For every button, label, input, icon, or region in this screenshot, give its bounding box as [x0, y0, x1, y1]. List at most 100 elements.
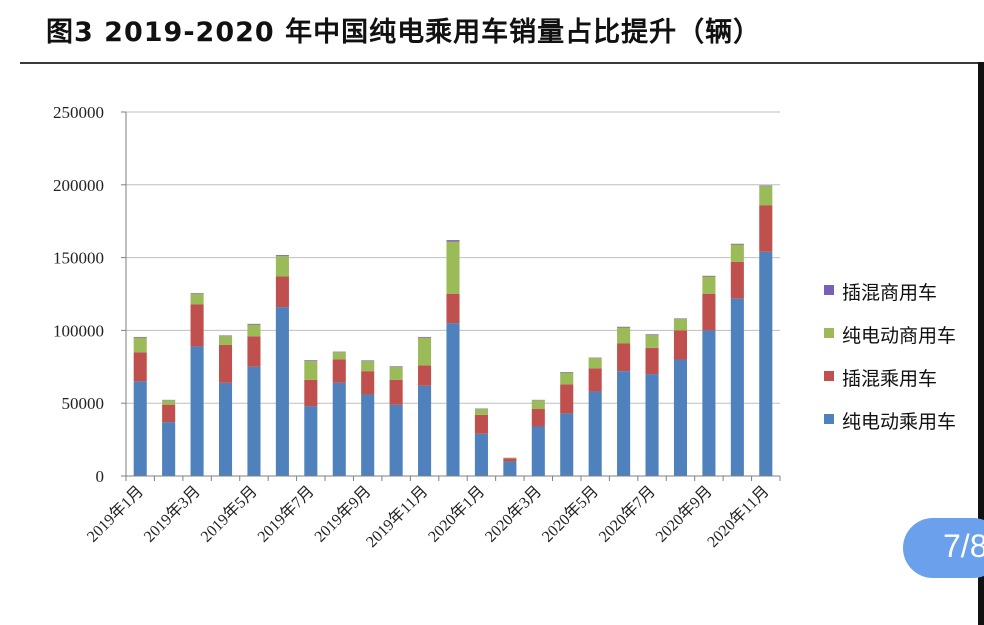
bar-bev-passenger [673, 359, 688, 476]
y-tick-label: 50000 [62, 394, 105, 413]
bar-phev-commercial [332, 351, 346, 353]
bar-phev-passenger [247, 336, 261, 367]
bar-phev-passenger [218, 344, 233, 383]
bar-bev-commercial [759, 186, 773, 206]
bar-phev-passenger [304, 379, 318, 407]
bar-bev-passenger [560, 413, 574, 476]
bar-bev-commercial [162, 400, 176, 405]
bar-phev-commercial [418, 336, 432, 338]
bar-bev-passenger [503, 461, 517, 476]
y-tick-label: 0 [96, 467, 105, 486]
x-tick-label: 2020年11月 [704, 482, 773, 551]
bar-phev-passenger [531, 409, 545, 427]
bar-phev-passenger [503, 458, 517, 462]
bar-phev-commercial [361, 360, 375, 361]
bar-phev-passenger [474, 414, 488, 434]
x-tick-labels: 2019年1月2019年3月2019年5月2019年7月2019年9月2019年… [83, 482, 772, 551]
bar-bev-passenger [218, 382, 233, 476]
bar-bev-commercial [218, 336, 233, 345]
bar-phev-passenger [389, 379, 403, 405]
x-tick-label: 2020年7月 [595, 482, 659, 546]
y-tick-label: 150000 [53, 249, 104, 268]
legend-swatch-phev-commercial [824, 285, 834, 295]
bar-phev-commercial [389, 366, 403, 367]
page-indicator-badge[interactable]: 7/8 [903, 518, 984, 578]
legend-label-phev-commercial: 插混商用车 [842, 282, 938, 304]
bar-phev-commercial [190, 293, 204, 294]
bar-phev-passenger [190, 304, 204, 347]
bar-phev-commercial [446, 240, 460, 242]
bar-bev-passenger [730, 298, 744, 476]
x-tick-label: 2019年1月 [83, 482, 147, 546]
y-tick-labels: 0 50000 100000 150000 200000 250000 [53, 103, 104, 486]
bar-phev-passenger [418, 365, 432, 386]
bar-bev-commercial [588, 358, 602, 369]
bar-phev-commercial [133, 336, 147, 338]
bar-bev-passenger [759, 251, 773, 476]
bar-bev-commercial [133, 337, 147, 353]
bars [133, 185, 773, 476]
bar-phev-passenger [446, 294, 460, 324]
x-tick-label: 2020年3月 [481, 482, 545, 546]
x-tick-label: 2020年5月 [538, 482, 602, 546]
bar-bev-commercial [702, 276, 716, 294]
axes [121, 111, 781, 481]
bar-phev-passenger [275, 276, 289, 308]
bar-bev-commercial [304, 360, 318, 380]
bar-phev-commercial [560, 372, 574, 373]
bar-bev-passenger [361, 394, 375, 476]
bar-bev-commercial [730, 244, 744, 262]
bar-bev-commercial [474, 409, 488, 415]
bar-bev-commercial [247, 324, 261, 337]
bar-phev-commercial [759, 185, 773, 187]
bar-phev-commercial [218, 335, 233, 337]
legend-label-bev-commercial: 纯电动商用车 [842, 325, 957, 347]
bar-bev-passenger [446, 323, 460, 476]
bar-bev-passenger [531, 426, 545, 476]
bar-bev-passenger [418, 385, 432, 476]
bar-phev-passenger [162, 404, 176, 423]
bar-phev-passenger [560, 384, 574, 414]
bar-bev-passenger [474, 433, 488, 476]
bar-bev-commercial [617, 327, 631, 344]
bar-phev-commercial [617, 326, 631, 328]
bar-phev-commercial [730, 243, 744, 245]
bar-bev-commercial [531, 400, 545, 410]
bar-phev-commercial [702, 275, 716, 277]
legend-label-bev-passenger: 纯电动乘用车 [842, 411, 957, 433]
bar-phev-passenger [645, 347, 659, 375]
bar-bev-passenger [304, 406, 318, 476]
legend-swatch-bev-commercial [824, 328, 834, 338]
page-title: 图3 2019-2020 年中国纯电乘用车销量占比提升（辆） [46, 17, 762, 48]
bar-phev-passenger [588, 368, 602, 392]
bar-bev-passenger [702, 330, 716, 476]
bar-phev-commercial [275, 255, 289, 257]
bar-phev-passenger [759, 205, 773, 252]
bar-phev-passenger [361, 371, 375, 395]
y-tick-label: 100000 [53, 321, 104, 340]
bar-bev-passenger [190, 346, 204, 476]
bar-bev-passenger [133, 381, 147, 476]
bar-bev-commercial [503, 457, 517, 459]
bar-bev-commercial [190, 294, 204, 305]
bar-bev-passenger [332, 382, 346, 476]
bar-bev-commercial [645, 334, 659, 348]
legend-label-phev-passenger: 插混乘用车 [842, 368, 938, 390]
page-indicator-text: 7/8 [943, 528, 984, 564]
x-tick-label: 2019年5月 [197, 482, 261, 546]
legend-swatch-phev-passenger [824, 371, 834, 381]
right-edge-bar [978, 62, 984, 625]
bar-bev-commercial [418, 337, 432, 366]
bar-bev-passenger [275, 307, 289, 476]
bar-phev-passenger [332, 359, 346, 383]
bar-bev-commercial [332, 352, 346, 360]
bar-phev-passenger [673, 330, 688, 360]
title-divider [20, 62, 980, 64]
bar-phev-commercial [304, 360, 318, 361]
bar-phev-passenger [702, 294, 716, 331]
x-tick-label: 2019年11月 [363, 482, 432, 551]
y-tick-label: 250000 [53, 103, 104, 122]
legend-swatch-bev-passenger [824, 414, 834, 424]
bar-bev-commercial [673, 318, 688, 331]
